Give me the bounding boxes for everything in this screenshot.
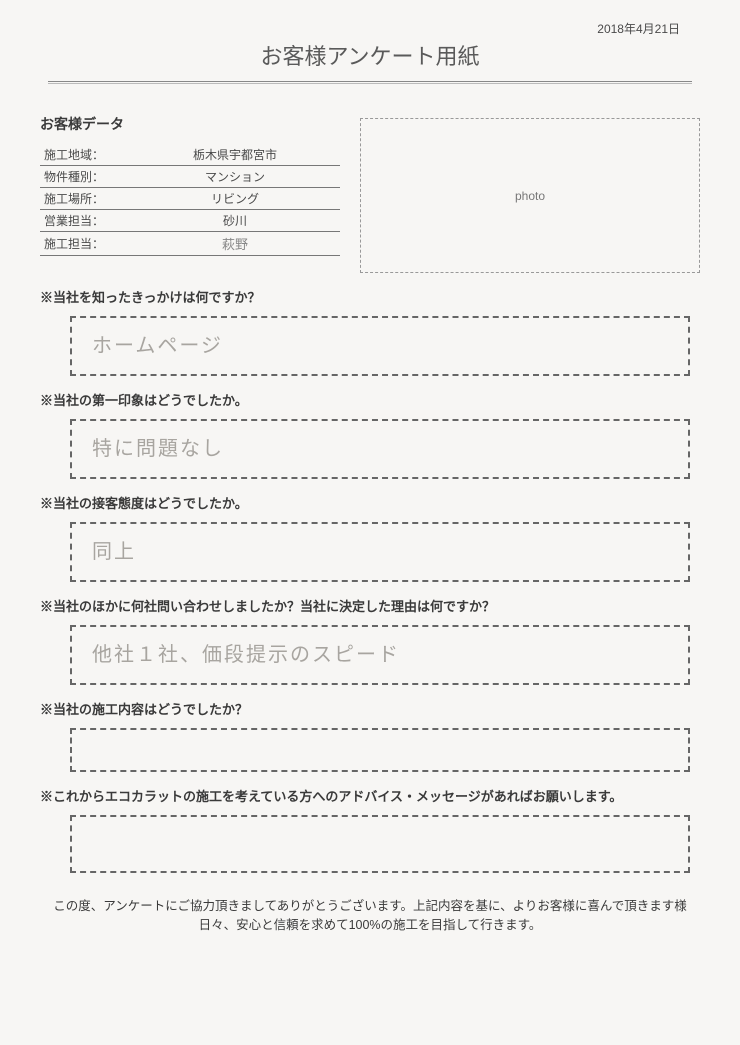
answer-box: 他社１社、価段提示のスピード (70, 625, 690, 685)
field-label: 営業担当： (40, 210, 130, 232)
title-wrap: お客様アンケート用紙 (40, 39, 700, 75)
title-underline (48, 81, 692, 84)
question-label: ※当社を知ったきっかけは何ですか？ (40, 287, 700, 306)
photo-label: photo (515, 189, 545, 203)
page-title: お客様アンケート用紙 (260, 39, 479, 75)
question-label: ※当社の施工内容はどうでしたか？ (40, 699, 700, 718)
customer-data-table: 施工地域： 栃木県宇都宮市 物件種別： マンション 施工場所： リビング 営業担… (40, 144, 340, 256)
question-label: ※これからエコカラットの施工を考えている方へのアドバイス・メッセージがあればお願… (40, 786, 700, 805)
field-label: 施工地域： (40, 144, 130, 166)
question-label: ※当社のほかに何社問い合わせしましたか？当社に決定した理由は何ですか？ (40, 596, 700, 615)
table-row: 物件種別： マンション (40, 166, 340, 188)
field-label: 施工担当： (40, 232, 130, 256)
table-row: 施工地域： 栃木県宇都宮市 (40, 144, 340, 166)
answer-box (70, 728, 690, 772)
table-row: 施工担当： 萩野 (40, 232, 340, 256)
footer-message: この度、アンケートにご協力頂きましてありがとうございます。上記内容を基に、よりお… (40, 897, 700, 935)
field-value: リビング (130, 188, 340, 210)
document-date: 2018年4月21日 (40, 20, 700, 37)
table-row: 施工場所： リビング (40, 188, 340, 210)
field-label: 施工場所： (40, 188, 130, 210)
field-label: 物件種別： (40, 166, 130, 188)
field-value: マンション (130, 166, 340, 188)
question-label: ※当社の接客態度はどうでしたか。 (40, 493, 700, 512)
answer-box: 同上 (70, 522, 690, 582)
answer-box: 特に問題なし (70, 419, 690, 479)
photo-placeholder: photo (360, 118, 700, 273)
customer-data-block: お客様データ 施工地域： 栃木県宇都宮市 物件種別： マンション 施工場所： リ… (40, 114, 340, 273)
field-value: 砂川 (130, 210, 340, 232)
field-value: 栃木県宇都宮市 (130, 144, 340, 166)
top-section: お客様データ 施工地域： 栃木県宇都宮市 物件種別： マンション 施工場所： リ… (40, 114, 700, 273)
table-row: 営業担当： 砂川 (40, 210, 340, 232)
answer-box: ホームページ (70, 316, 690, 376)
answer-box (70, 815, 690, 873)
field-value: 萩野 (130, 232, 340, 256)
customer-data-heading: お客様データ (40, 114, 340, 134)
question-label: ※当社の第一印象はどうでしたか。 (40, 390, 700, 409)
